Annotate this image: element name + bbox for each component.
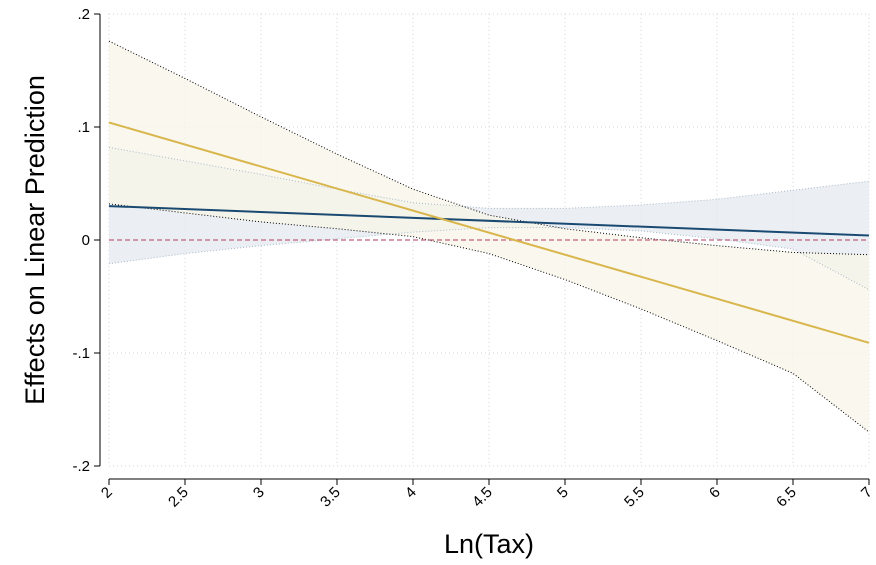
ci-lower-edge-0: [108, 227, 870, 291]
ci-upper-edge-0: [108, 146, 870, 209]
y-tick-label-4: .2: [77, 6, 90, 23]
y-axis-title: Effects on Linear Prediction: [20, 75, 50, 405]
series-line-1: [108, 121, 870, 344]
confidence-bands: [108, 40, 870, 433]
ci-band-1: [109, 41, 869, 433]
ci-upper-edge-1: [108, 40, 870, 256]
series-line-0: [108, 205, 870, 237]
y-tick-label-0: -.2: [72, 458, 90, 475]
y-tick-label-3: .1: [77, 119, 90, 136]
x-axis-title: Ln(Tax): [444, 529, 534, 559]
series-lines: [108, 121, 870, 344]
y-tick-label-1: -.1: [72, 345, 90, 362]
y-tick-label-2: 0: [82, 232, 90, 249]
